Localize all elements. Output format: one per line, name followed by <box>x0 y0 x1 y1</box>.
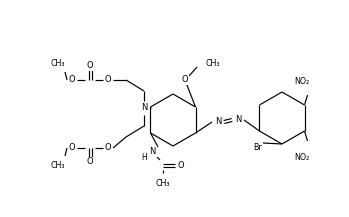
Text: CH₃: CH₃ <box>205 59 220 69</box>
Text: Br: Br <box>254 143 262 153</box>
Text: CH₃: CH₃ <box>51 59 65 67</box>
Text: N: N <box>149 148 155 156</box>
Text: N: N <box>215 117 221 127</box>
Text: H: H <box>141 153 147 161</box>
Text: NO₂: NO₂ <box>294 77 310 87</box>
Text: O: O <box>182 76 188 84</box>
Text: CH₃: CH₃ <box>156 179 170 189</box>
Text: NO₂: NO₂ <box>294 153 310 163</box>
Text: O: O <box>105 143 111 153</box>
Text: CH₃: CH₃ <box>51 161 65 169</box>
Text: O: O <box>87 158 93 166</box>
Text: O: O <box>105 76 111 84</box>
Text: O: O <box>87 61 93 71</box>
Text: O: O <box>178 161 184 169</box>
Text: O: O <box>69 143 75 153</box>
Text: O: O <box>69 76 75 84</box>
Text: N: N <box>141 104 147 112</box>
Text: N: N <box>235 115 241 125</box>
